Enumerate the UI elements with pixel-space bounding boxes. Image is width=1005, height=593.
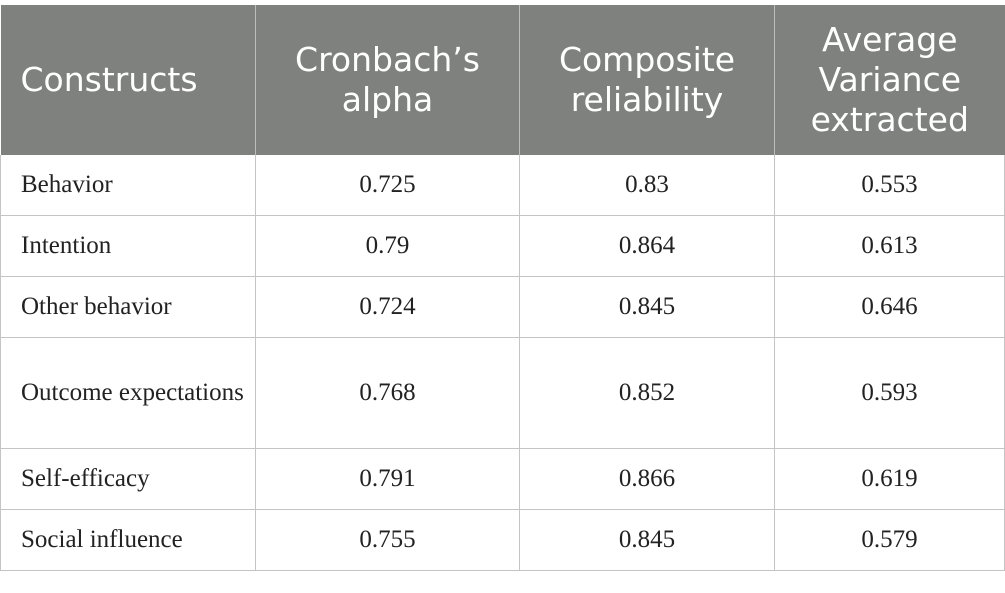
header-row: Constructs Cronbach’s alpha Composite re…: [0, 5, 1005, 155]
table-header: Constructs Cronbach’s alpha Composite re…: [0, 5, 1005, 155]
construct-name: Social influence: [0, 509, 256, 571]
composite-reliability-value: 0.866: [519, 448, 775, 510]
table-body: Behavior 0.725 0.83 0.553 Intention 0.79…: [0, 155, 1005, 571]
construct-name: Outcome expectations: [0, 337, 256, 449]
table-row: Other behavior 0.724 0.845 0.646: [0, 276, 1005, 338]
header-composite-reliability: Composite reliability: [519, 5, 775, 155]
composite-reliability-value: 0.852: [519, 337, 775, 449]
ave-value: 0.593: [774, 337, 1005, 449]
cronbachs-alpha-value: 0.79: [255, 215, 520, 277]
ave-value: 0.613: [774, 215, 1005, 277]
table-row: Outcome expectations 0.768 0.852 0.593: [0, 337, 1005, 449]
ave-value: 0.619: [774, 448, 1005, 510]
composite-reliability-value: 0.864: [519, 215, 775, 277]
construct-name: Intention: [0, 215, 256, 277]
header-cronbachs-alpha: Cronbach’s alpha: [255, 5, 520, 155]
table-row: Social influence 0.755 0.845 0.579: [0, 509, 1005, 571]
table-row: Intention 0.79 0.864 0.613: [0, 215, 1005, 277]
reliability-table: Constructs Cronbach’s alpha Composite re…: [0, 5, 1005, 571]
header-average-variance-extracted: Average Variance extracted: [774, 5, 1005, 155]
ave-value: 0.579: [774, 509, 1005, 571]
composite-reliability-value: 0.83: [519, 155, 775, 216]
construct-name: Self-efficacy: [0, 448, 256, 510]
cronbachs-alpha-value: 0.791: [255, 448, 520, 510]
cronbachs-alpha-value: 0.724: [255, 276, 520, 338]
table-row: Self-efficacy 0.791 0.866 0.619: [0, 448, 1005, 510]
construct-name: Behavior: [0, 155, 256, 216]
table-row: Behavior 0.725 0.83 0.553: [0, 155, 1005, 216]
composite-reliability-value: 0.845: [519, 276, 775, 338]
reliability-table-container: Constructs Cronbach’s alpha Composite re…: [0, 5, 1005, 571]
cronbachs-alpha-value: 0.755: [255, 509, 520, 571]
ave-value: 0.553: [774, 155, 1005, 216]
header-constructs: Constructs: [0, 5, 256, 155]
construct-name: Other behavior: [0, 276, 256, 338]
composite-reliability-value: 0.845: [519, 509, 775, 571]
cronbachs-alpha-value: 0.725: [255, 155, 520, 216]
cronbachs-alpha-value: 0.768: [255, 337, 520, 449]
ave-value: 0.646: [774, 276, 1005, 338]
